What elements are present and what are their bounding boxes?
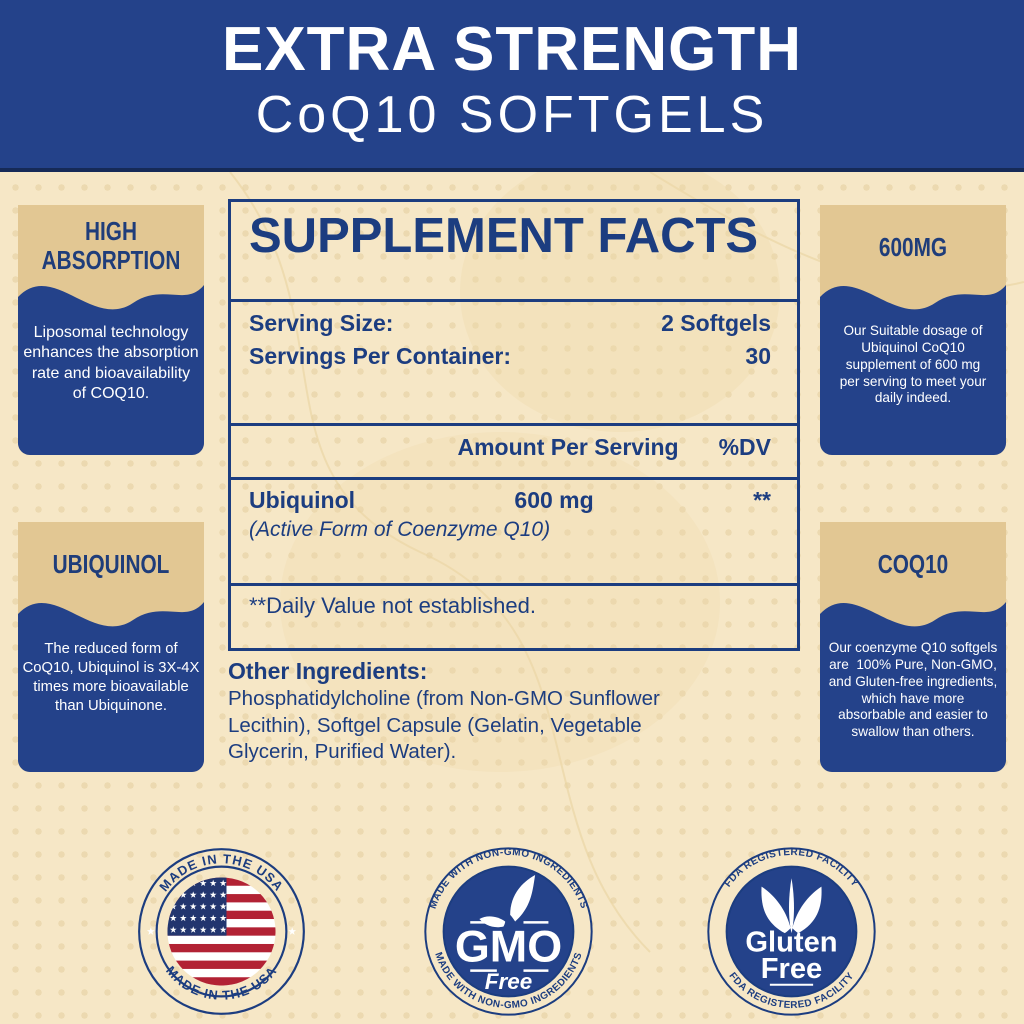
svg-text:GMO: GMO <box>455 920 562 971</box>
svg-text:Free: Free <box>761 953 823 985</box>
svg-text:Free: Free <box>485 969 532 994</box>
